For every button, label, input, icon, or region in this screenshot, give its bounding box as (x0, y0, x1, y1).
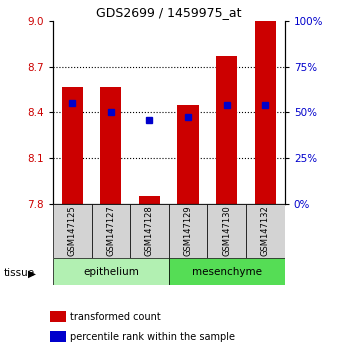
Bar (91, 204, 130, 258)
Text: mesenchyme: mesenchyme (192, 267, 262, 277)
Text: GSM147129: GSM147129 (183, 206, 193, 256)
Text: percentile rank within the sample: percentile rank within the sample (70, 332, 235, 342)
Text: GSM147128: GSM147128 (145, 206, 154, 256)
Text: epithelium: epithelium (83, 267, 139, 277)
Text: GSM147132: GSM147132 (261, 206, 270, 256)
Title: GDS2699 / 1459975_at: GDS2699 / 1459975_at (96, 6, 241, 19)
Bar (207, 204, 246, 258)
Bar (53, 204, 91, 258)
Text: GSM147125: GSM147125 (68, 206, 77, 256)
Bar (169, 204, 207, 258)
Bar (50, 331, 66, 342)
Bar (177, 105, 199, 204)
Text: GSM147127: GSM147127 (106, 206, 115, 256)
Bar (100, 87, 121, 204)
Text: transformed count: transformed count (70, 312, 161, 322)
Text: GSM147130: GSM147130 (222, 206, 231, 256)
Bar (169, 258, 285, 285)
Bar (139, 196, 160, 204)
Bar (53, 258, 169, 285)
Bar (61, 87, 83, 204)
Bar (50, 311, 66, 322)
Text: ▶: ▶ (28, 268, 36, 278)
Text: tissue: tissue (3, 268, 34, 278)
Bar (246, 204, 285, 258)
Bar (255, 21, 276, 204)
Bar (216, 56, 237, 204)
Bar (130, 204, 169, 258)
